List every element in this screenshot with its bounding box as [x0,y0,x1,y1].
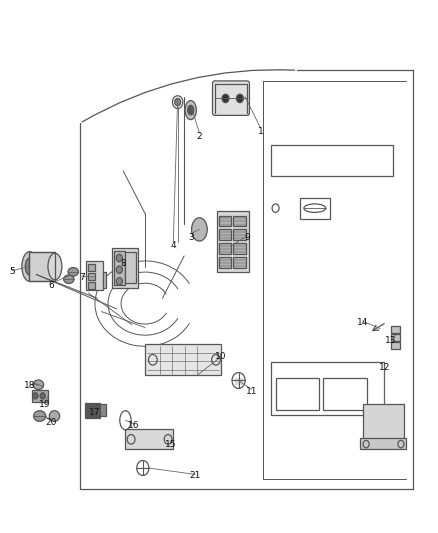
Text: 10: 10 [215,352,227,361]
Bar [145,344,221,375]
Bar [233,257,246,268]
Ellipse shape [49,411,60,421]
Bar [276,378,319,410]
Text: 12: 12 [379,363,390,372]
Text: 8: 8 [120,260,126,268]
Text: 7: 7 [79,272,85,281]
Ellipse shape [22,252,38,281]
Ellipse shape [187,106,194,115]
Ellipse shape [33,393,38,399]
Ellipse shape [191,217,207,241]
Polygon shape [215,84,247,110]
Bar [233,216,246,226]
Bar [86,261,103,290]
Text: 13: 13 [385,336,397,345]
Ellipse shape [222,94,229,103]
Bar [29,252,55,281]
Bar [113,248,138,288]
Bar [125,252,136,284]
Text: 9: 9 [244,233,250,242]
Text: 20: 20 [46,418,57,427]
Bar [391,326,400,333]
Bar [219,229,231,240]
Text: 14: 14 [357,318,368,327]
Bar [219,216,231,226]
Text: 6: 6 [49,280,54,289]
Bar [125,429,173,449]
Text: 15: 15 [166,440,177,449]
Bar [100,405,106,416]
Bar [363,405,404,439]
Bar [233,243,246,254]
Text: 18: 18 [24,381,35,390]
Bar [323,378,367,410]
Text: 3: 3 [188,233,194,242]
Bar [103,272,106,288]
Bar [360,438,406,449]
Bar [217,211,250,272]
Text: 21: 21 [189,471,201,480]
Bar [85,403,100,418]
Ellipse shape [48,253,62,280]
Text: 19: 19 [39,400,51,409]
Bar [271,362,385,415]
Bar [233,229,246,240]
Ellipse shape [25,258,34,275]
Text: 4: 4 [170,241,176,250]
Bar [219,243,231,254]
Text: 5: 5 [9,268,15,276]
Bar [88,282,95,289]
Ellipse shape [116,278,122,285]
Ellipse shape [185,101,196,119]
Bar [300,198,330,219]
Bar [114,251,124,285]
Bar [88,273,95,280]
Bar [219,257,231,268]
Ellipse shape [34,411,46,421]
Ellipse shape [40,393,46,399]
Text: 17: 17 [89,408,101,417]
Ellipse shape [116,266,122,273]
Ellipse shape [33,380,44,390]
FancyBboxPatch shape [212,81,250,115]
Ellipse shape [237,94,244,103]
Bar [32,390,48,402]
Ellipse shape [68,268,78,276]
Bar [271,144,393,176]
Text: 11: 11 [246,386,258,395]
Ellipse shape [64,275,74,284]
Ellipse shape [116,254,122,262]
Bar [391,342,400,349]
Bar [88,264,95,271]
Ellipse shape [175,99,181,106]
Text: 2: 2 [197,132,202,141]
Text: 1: 1 [258,127,263,136]
Bar [391,334,400,341]
Text: 16: 16 [128,421,140,430]
